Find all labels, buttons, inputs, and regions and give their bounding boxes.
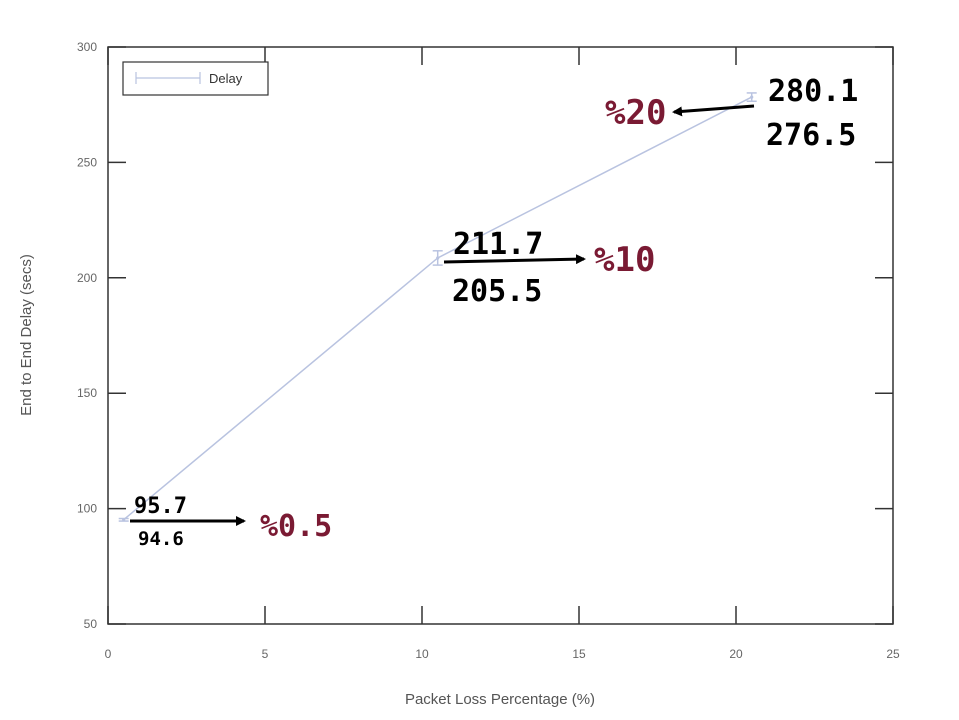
y-axis-title: End to End Delay (secs) xyxy=(18,254,35,416)
x-tick-label: 25 xyxy=(886,647,900,661)
annotation-arrow xyxy=(443,254,586,265)
annotation-lower-value: 205.5 xyxy=(452,274,542,309)
annotation-lower-value: 276.5 xyxy=(766,118,856,153)
x-tick-label: 20 xyxy=(729,647,743,661)
x-axis-title: Packet Loss Percentage (%) xyxy=(405,691,595,708)
y-tick-label: 100 xyxy=(77,502,97,516)
annotation-upper-value: 280.1 xyxy=(768,74,858,109)
x-tick-label: 15 xyxy=(572,647,586,661)
legend: Delay xyxy=(122,61,269,96)
x-tick-label: 10 xyxy=(415,647,429,661)
annotation-lower-value: 94.6 xyxy=(138,528,184,550)
annotation-upper-value: 95.7 xyxy=(134,494,187,519)
data-point xyxy=(122,518,126,522)
y-tick-label: 50 xyxy=(84,617,98,631)
annotations: 95.7 94.6 %0.5 211.7 205.5 %10 280.1 276… xyxy=(130,74,858,550)
data-point xyxy=(750,95,754,99)
annotation-percent-label: %20 xyxy=(605,93,666,133)
x-tick-label: 0 xyxy=(105,647,112,661)
y-axis-ticks: 50 100 150 200 250 300 xyxy=(77,40,893,631)
y-tick-label: 200 xyxy=(77,271,97,285)
annotation-upper-value: 211.7 xyxy=(453,227,543,262)
plot-frame xyxy=(107,46,894,625)
y-tick-label: 150 xyxy=(77,386,97,400)
data-point xyxy=(436,256,440,260)
annotation-percent-label: %0.5 xyxy=(260,509,332,544)
x-tick-label: 5 xyxy=(262,647,269,661)
y-tick-label: 300 xyxy=(77,40,97,54)
y-tick-label: 250 xyxy=(77,155,97,169)
annotation-arrow xyxy=(672,104,755,117)
x-axis-ticks: 0 5 10 15 20 25 xyxy=(105,47,900,661)
legend-entry-delay: Delay xyxy=(209,71,243,86)
series-delay xyxy=(118,92,757,522)
series-line xyxy=(123,96,753,521)
annotation-percent-label: %10 xyxy=(594,240,655,280)
